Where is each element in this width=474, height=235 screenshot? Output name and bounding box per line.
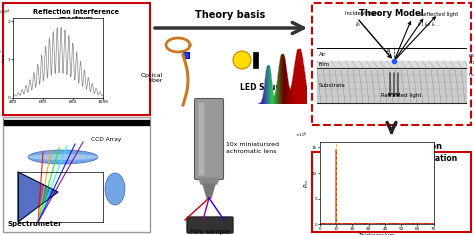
Circle shape: [233, 51, 251, 69]
Text: Film: Film: [319, 62, 330, 67]
Text: Theory Model: Theory Model: [359, 9, 424, 19]
Text: Reflection interference
spectrum: Reflection interference spectrum: [34, 8, 119, 21]
Text: Thickness calculation
result: Thickness calculation result: [364, 154, 457, 174]
Text: CCD Array: CCD Array: [91, 137, 121, 141]
Text: Theory basis: Theory basis: [195, 10, 265, 20]
Text: $\theta$: $\theta$: [385, 47, 391, 55]
Text: $I_{r1}$ $I_{r2}$ $I_{r...}$: $I_{r1}$ $I_{r2}$ $I_{r...}$: [417, 20, 441, 29]
Text: $n_0, k_0$: $n_0, k_0$: [468, 51, 474, 60]
Text: 10x miniaturized
achromatic lens: 10x miniaturized achromatic lens: [226, 142, 279, 154]
Text: $n_1, k_1 d$: $n_1, k_1 d$: [468, 58, 474, 67]
Text: $n_s, ks$: $n_s, ks$: [468, 70, 474, 79]
Text: Air: Air: [319, 52, 327, 57]
Text: Refracted light: Refracted light: [382, 93, 422, 98]
Text: $\times10^6$: $\times10^6$: [295, 131, 307, 140]
Text: Thickness calculation
core algorithm: Thickness calculation core algorithm: [340, 142, 443, 162]
Text: Film sample: Film sample: [190, 229, 230, 235]
FancyBboxPatch shape: [3, 3, 150, 115]
FancyBboxPatch shape: [187, 217, 233, 233]
Polygon shape: [199, 178, 219, 184]
Polygon shape: [203, 184, 215, 198]
Y-axis label: $P_{cs}$: $P_{cs}$: [302, 179, 310, 188]
FancyBboxPatch shape: [199, 102, 204, 176]
FancyBboxPatch shape: [253, 52, 258, 68]
Text: Substrate: Substrate: [319, 83, 346, 88]
FancyBboxPatch shape: [3, 117, 150, 232]
Text: LED Source: LED Source: [240, 83, 290, 93]
FancyBboxPatch shape: [312, 152, 471, 232]
Text: $\times10^4$: $\times10^4$: [0, 7, 10, 16]
FancyBboxPatch shape: [312, 3, 471, 125]
Ellipse shape: [105, 173, 125, 205]
Text: Reflected light: Reflected light: [420, 12, 458, 17]
Y-axis label: Spectral
Intensity
/a.u.: Spectral Intensity /a.u.: [0, 48, 6, 67]
X-axis label: Thickness/μm: Thickness/μm: [358, 233, 395, 235]
FancyBboxPatch shape: [183, 52, 189, 58]
Text: Spectrometer: Spectrometer: [8, 221, 63, 227]
Ellipse shape: [28, 150, 98, 164]
Text: Incident light: Incident light: [345, 11, 380, 16]
Polygon shape: [18, 172, 58, 222]
Text: Optical
fiber: Optical fiber: [141, 73, 163, 83]
FancyBboxPatch shape: [194, 98, 224, 180]
Text: $I_0$: $I_0$: [355, 20, 361, 29]
Ellipse shape: [28, 154, 98, 160]
